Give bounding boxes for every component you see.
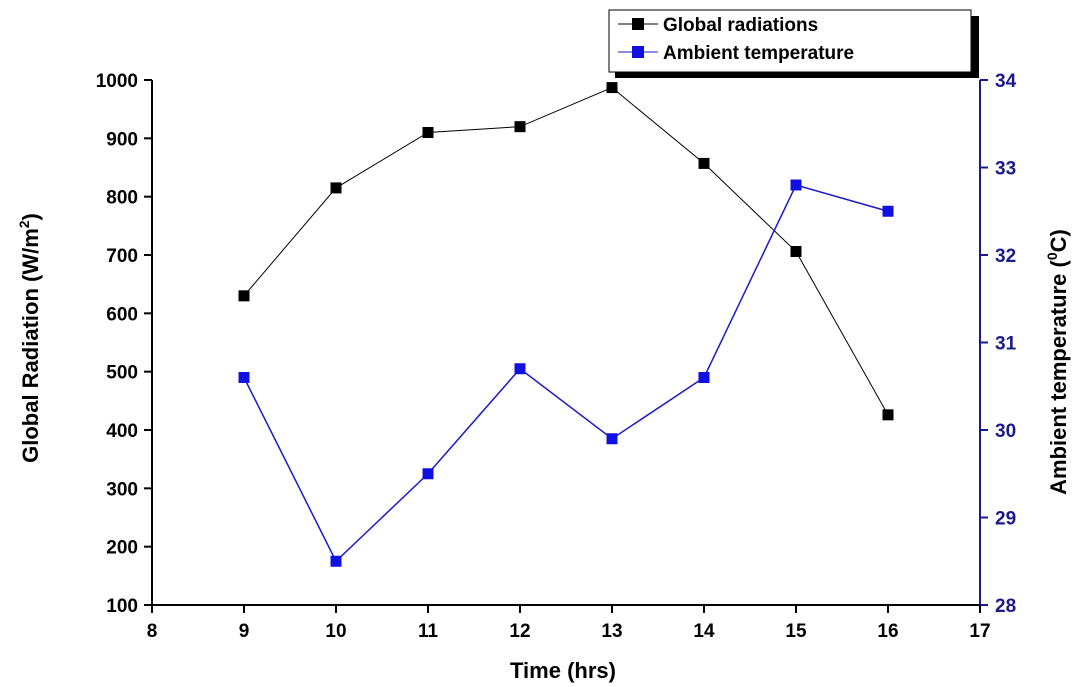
x-tick-label: 14 (693, 621, 715, 642)
left-y-tick-label: 300 (106, 479, 138, 500)
left-y-tick-label: 400 (106, 421, 138, 442)
x-tick-label: 12 (509, 621, 530, 642)
temperature-point (514, 363, 526, 375)
left-y-tick-label: 600 (106, 304, 138, 325)
right-y-axis-title-superscript: 0 (1044, 252, 1060, 260)
x-tick-label: 16 (877, 621, 898, 642)
legend-box (608, 9, 972, 73)
temperature-point (790, 179, 802, 191)
left-y-tick-label: 900 (106, 129, 138, 150)
right-y-tick-label: 30 (995, 421, 1016, 442)
left-y-axis-title-superscript: 2 (16, 220, 32, 228)
legend-temperature-marker (632, 46, 644, 58)
radiation-line (243, 87, 889, 416)
temperature-point (698, 372, 710, 383)
x-tick-label: 10 (325, 621, 346, 642)
series-ambient-temperature (238, 179, 894, 567)
radiation-point (422, 127, 434, 138)
left-y-axis-title-end: ) (18, 213, 43, 220)
x-tick-label: 17 (969, 621, 990, 642)
temperature-line (243, 184, 889, 563)
axes: 8 9 10 11 12 13 14 15 16 17 100 200 300 400 500 600 700 8… (96, 71, 1017, 642)
legend-radiation-label: Global radiations (663, 15, 818, 36)
x-tick-label: 9 (239, 621, 250, 642)
right-y-axis-title-end: C) (1046, 229, 1071, 252)
right-y-tick-label: 28 (995, 596, 1016, 617)
radiation-point (330, 182, 342, 194)
radiation-point (882, 409, 894, 421)
temperature-point (330, 555, 342, 567)
x-tick-label: 8 (147, 621, 158, 642)
temperature-point (882, 205, 894, 217)
right-y-tick-label: 33 (995, 159, 1016, 180)
temperature-point (606, 433, 618, 445)
right-y-axis-title: Ambient temperature (0C) (1044, 229, 1071, 495)
left-y-tick-label: 200 (106, 538, 138, 559)
left-y-tick-label: 100 (106, 596, 138, 617)
series-global-radiations (238, 82, 894, 421)
radiation-point (514, 121, 526, 133)
left-y-tick-label: 1000 (96, 71, 138, 92)
radiation-point (238, 290, 250, 302)
left-y-tick-label: 800 (106, 188, 138, 209)
x-tick-label: 15 (785, 621, 807, 642)
temperature-point (238, 372, 250, 383)
x-axis-title: Time (hrs) (510, 658, 616, 683)
right-y-tick-label: 34 (995, 71, 1017, 92)
legend-radiation-marker (632, 18, 644, 30)
left-y-tick-label: 700 (106, 246, 138, 267)
right-y-tick-label: 32 (995, 246, 1016, 267)
legend-temperature-label: Ambient temperature (663, 43, 854, 64)
left-y-axis-title-main: Global Radiation (W/m (18, 228, 43, 463)
right-y-tick-label: 31 (995, 334, 1017, 355)
left-y-axis-title: Global Radiation (W/m2) (16, 213, 43, 463)
legend: Global radiations Ambient temperature (608, 9, 979, 78)
radiation-point (698, 157, 710, 169)
temperature-point (422, 468, 434, 480)
right-y-axis-title-main: Ambient temperature ( (1046, 259, 1071, 494)
x-tick-label: 13 (601, 621, 622, 642)
left-y-tick-label: 500 (106, 363, 138, 384)
x-tick-label: 11 (418, 621, 439, 642)
radiation-point (606, 82, 618, 94)
right-y-tick-label: 29 (995, 509, 1016, 530)
radiation-point (790, 246, 802, 257)
